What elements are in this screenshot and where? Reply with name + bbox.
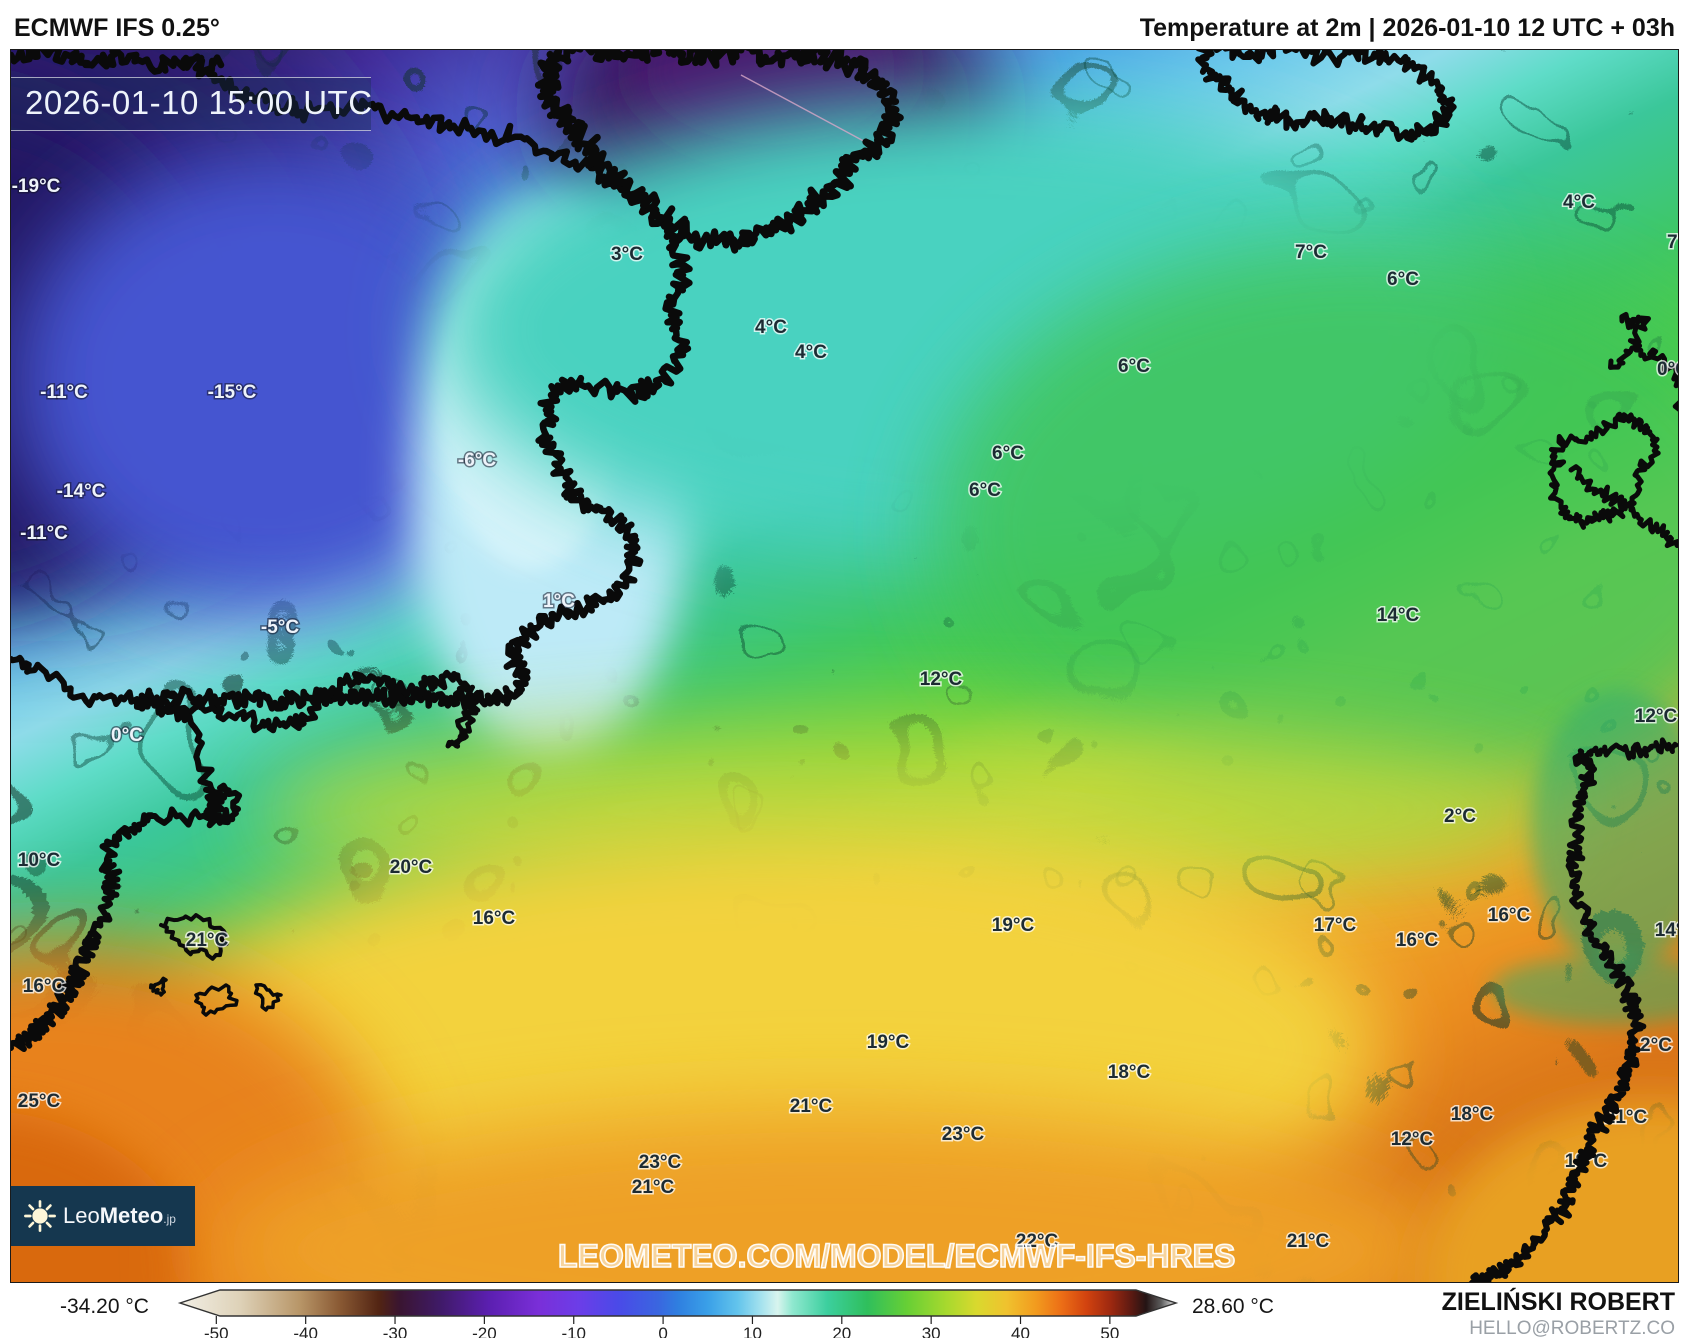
svg-text:50: 50 xyxy=(1100,1324,1119,1338)
svg-text:4°C: 4°C xyxy=(795,342,827,363)
svg-text:0°C: 0°C xyxy=(111,725,143,746)
svg-text:18°C: 18°C xyxy=(1451,1104,1494,1125)
svg-text:6°C: 6°C xyxy=(992,443,1024,464)
svg-text:-40: -40 xyxy=(293,1324,318,1338)
svg-text:4°C: 4°C xyxy=(1563,192,1595,213)
svg-text:23°C: 23°C xyxy=(942,1124,985,1145)
svg-text:19°C: 19°C xyxy=(992,915,1035,936)
svg-text:12°C: 12°C xyxy=(1391,1129,1434,1150)
svg-text:6°C: 6°C xyxy=(1387,269,1419,290)
svg-text:2°C: 2°C xyxy=(1640,1035,1672,1056)
svg-text:17°C: 17°C xyxy=(1314,915,1357,936)
svg-text:12°C: 12°C xyxy=(920,669,963,690)
svg-text:0: 0 xyxy=(658,1324,667,1338)
svg-text:10: 10 xyxy=(743,1324,762,1338)
svg-text:16°C: 16°C xyxy=(23,976,66,997)
svg-text:18°C: 18°C xyxy=(1108,1062,1151,1083)
svg-text:3°C: 3°C xyxy=(611,244,643,265)
svg-text:21°C: 21°C xyxy=(1287,1231,1330,1252)
svg-text:21°C: 21°C xyxy=(790,1096,833,1117)
svg-text:14°C: 14°C xyxy=(1655,920,1679,941)
svg-text:7°C: 7°C xyxy=(1667,232,1679,253)
svg-text:23°C: 23°C xyxy=(639,1152,682,1173)
svg-text:16°C: 16°C xyxy=(473,908,516,929)
svg-text:10°C: 10°C xyxy=(18,850,61,871)
svg-text:20: 20 xyxy=(832,1324,851,1338)
svg-text:0°C: 0°C xyxy=(1657,359,1679,380)
svg-text:6°C: 6°C xyxy=(1118,356,1150,377)
svg-text:40: 40 xyxy=(1011,1324,1030,1338)
svg-text:-30: -30 xyxy=(383,1324,408,1338)
svg-text:21°C: 21°C xyxy=(186,930,229,951)
svg-text:25°C: 25°C xyxy=(18,1091,61,1112)
svg-text:16°C: 16°C xyxy=(1396,930,1439,951)
svg-text:19°C: 19°C xyxy=(867,1032,910,1053)
svg-text:-10: -10 xyxy=(561,1324,586,1338)
svg-text:-5°C: -5°C xyxy=(261,617,299,638)
svg-text:7°C: 7°C xyxy=(1295,242,1327,263)
svg-text:1°C: 1°C xyxy=(543,591,575,612)
svg-text:-11°C: -11°C xyxy=(40,382,88,403)
svg-text:-11°C: -11°C xyxy=(20,523,68,544)
svg-text:4°C: 4°C xyxy=(755,317,787,338)
svg-text:-6°C: -6°C xyxy=(458,450,496,471)
svg-text:21°C: 21°C xyxy=(632,1177,675,1198)
svg-text:2°C: 2°C xyxy=(1444,806,1476,827)
svg-text:16°C: 16°C xyxy=(1488,905,1531,926)
svg-text:-14°C: -14°C xyxy=(57,481,106,502)
svg-text:30: 30 xyxy=(922,1324,941,1338)
svg-text:14°C: 14°C xyxy=(1377,605,1420,626)
svg-text:-20: -20 xyxy=(472,1324,497,1338)
svg-text:6°C: 6°C xyxy=(969,480,1001,501)
svg-text:12°C: 12°C xyxy=(1635,706,1678,727)
svg-text:20°C: 20°C xyxy=(390,857,433,878)
svg-text:-15°C: -15°C xyxy=(208,382,257,403)
svg-text:-50: -50 xyxy=(204,1324,229,1338)
svg-text:-19°C: -19°C xyxy=(12,176,61,197)
